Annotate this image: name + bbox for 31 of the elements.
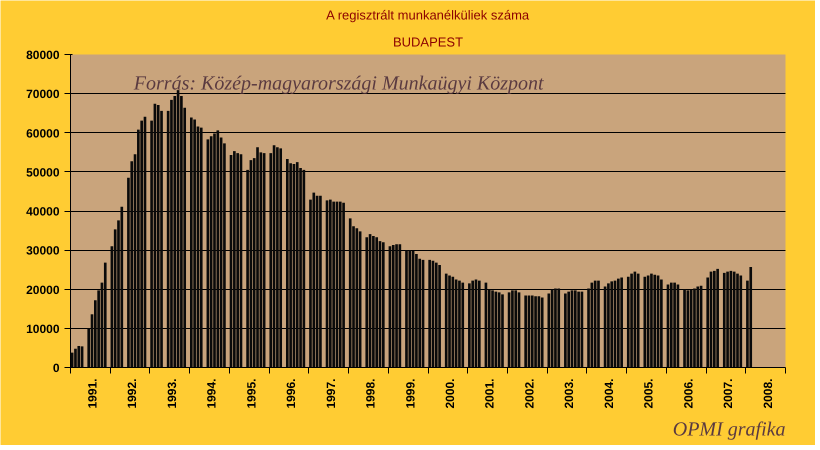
x-tick-label: 2007. (721, 378, 736, 409)
x-tick-label: 2006. (681, 378, 696, 409)
y-tick-label: 80000 (26, 48, 60, 62)
x-tick-label: 2005. (642, 378, 656, 409)
x-tick-label: 2004. (602, 378, 616, 409)
y-tick-label: 30000 (26, 244, 60, 258)
x-tick-label: 1991. (86, 378, 100, 409)
y-tick-label: 70000 (26, 87, 60, 102)
x-tick-label: 1992. (125, 378, 140, 409)
x-tick-label: 2003. (562, 378, 576, 409)
y-tick-label: 40000 (26, 204, 60, 218)
y-tick-label: 60000 (26, 126, 60, 140)
y-tick-label: 10000 (26, 322, 60, 336)
annotation: Forrás: Közép-magyarországi Munkaügyi Központ (132, 72, 544, 94)
x-tick-label: 1993. (164, 378, 179, 409)
x-tick-label: 1995. (244, 378, 258, 409)
x-tick-label: 2001. (482, 378, 497, 409)
x-tick-label: 2002. (522, 378, 536, 409)
chart-title: A regisztrált munkanélküliek száma (326, 8, 530, 22)
chart-subtitle: BUDAPEST (392, 34, 464, 50)
y-tick-label: 50000 (26, 165, 60, 180)
x-tick-label: 1994. (204, 378, 219, 409)
x-tick-label: 2000. (443, 378, 458, 409)
y-tick-label: 0 (52, 361, 60, 375)
y-tick-label: 20000 (26, 282, 60, 297)
x-tick-label: 1997. (324, 378, 338, 409)
x-tick-label: 2008. (760, 378, 775, 409)
text: OPMI grafika (672, 418, 786, 440)
x-tick-label: 1999. (403, 378, 418, 409)
x-tick-label: 1996. (284, 378, 298, 409)
x-tick-label: 1998. (364, 378, 378, 409)
